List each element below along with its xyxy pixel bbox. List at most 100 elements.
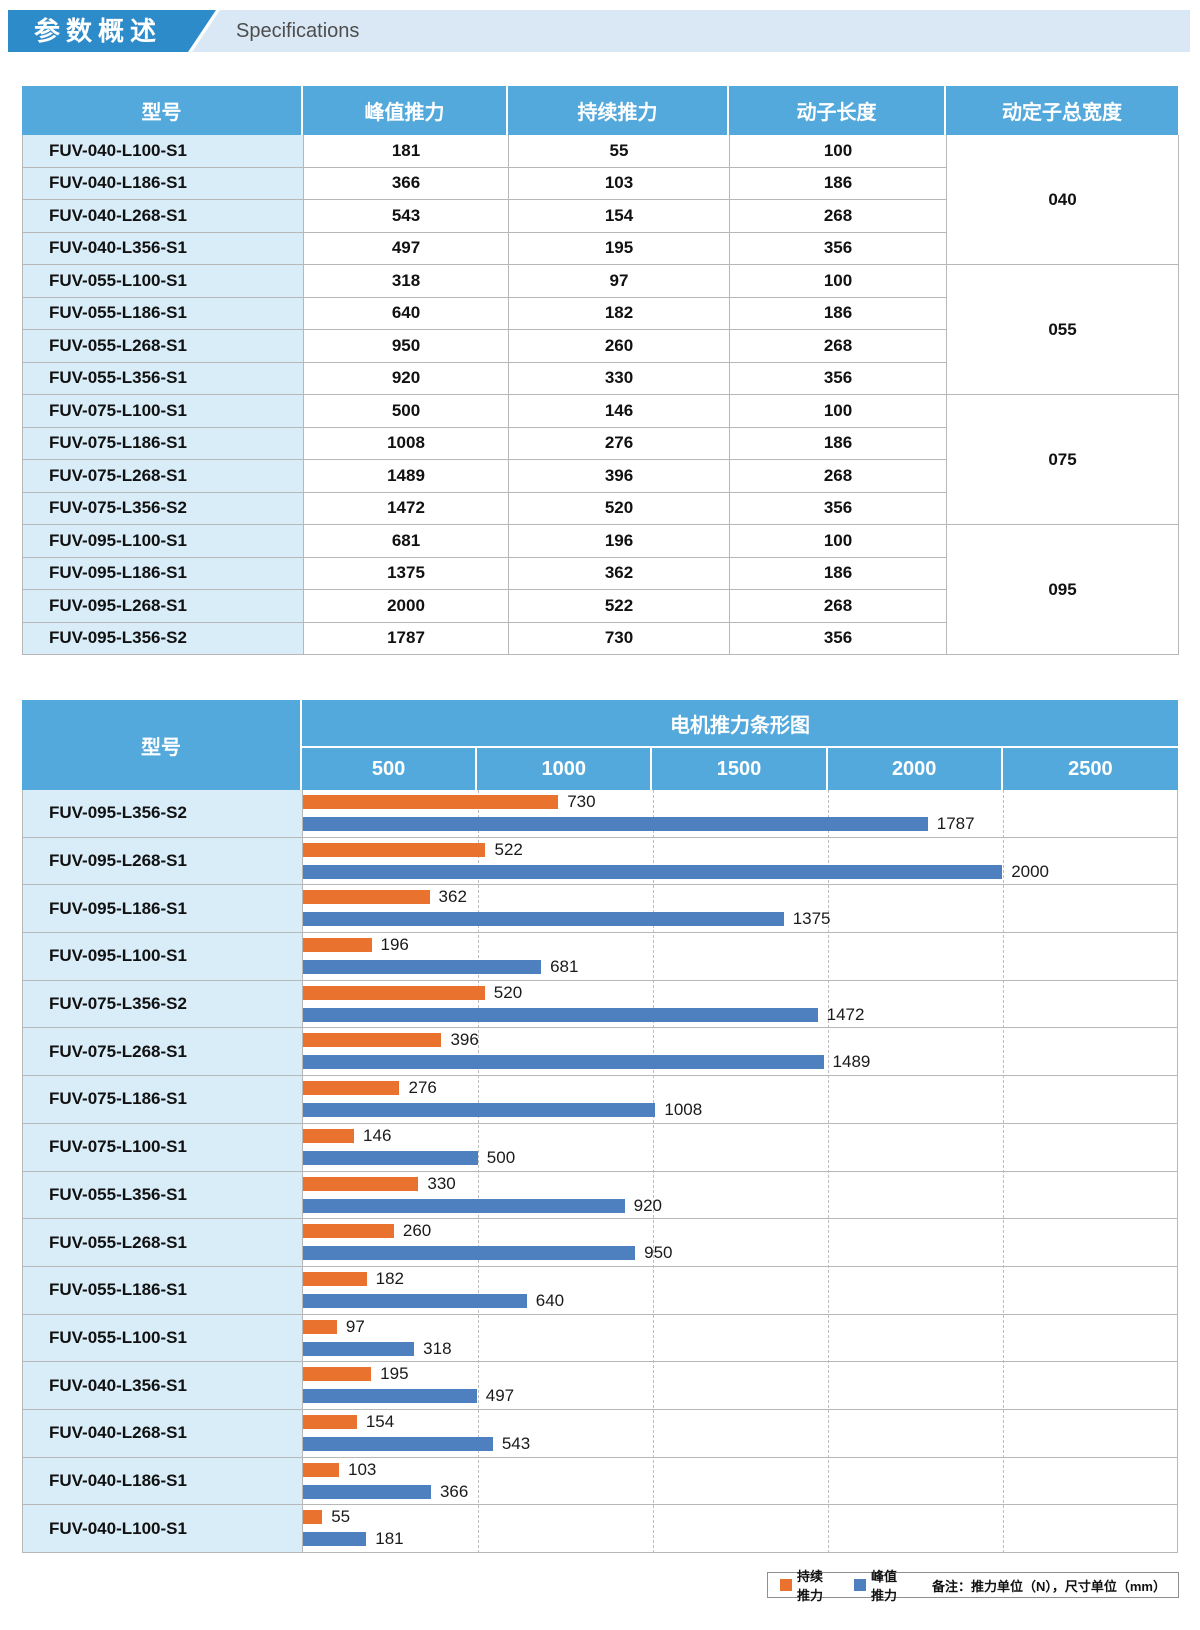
model-cell: FUV-040-L356-S1 — [23, 232, 304, 265]
peak-value-cell: 950 — [304, 330, 509, 363]
bar-line: 2000 — [303, 863, 1177, 880]
bar-value-label: 1375 — [792, 909, 831, 929]
gridline — [478, 790, 479, 1553]
chart-model-label: FUV-075-L186-S1 — [23, 1076, 303, 1124]
bar-line: 920 — [303, 1197, 1177, 1214]
bar-line: 182 — [303, 1270, 1177, 1287]
bar-peak — [303, 1103, 656, 1118]
chart-row: FUV-040-L100-S1 55 181 — [23, 1505, 1178, 1553]
chart-row: FUV-055-L100-S1 97 318 — [23, 1314, 1178, 1363]
bar-continuous — [303, 1271, 367, 1286]
cont-value-cell: 196 — [509, 525, 730, 558]
bar-line: 543 — [303, 1435, 1177, 1452]
chart-model-label: FUV-055-L356-S1 — [23, 1171, 303, 1220]
cont-value-cell: 396 — [509, 460, 730, 493]
banner-blue-flag — [8, 10, 216, 52]
peak-value-cell: 500 — [304, 395, 509, 428]
legend-label-peak: 峰值推力 — [870, 1569, 897, 1603]
model-cell: FUV-040-L268-S1 — [23, 200, 304, 233]
chart-row: FUV-055-L356-S1 330 920 — [23, 1171, 1178, 1220]
spec-table-body: FUV-040-L100-S1 181 55 100 040 FUV-040-L186-S… — [22, 135, 1179, 655]
chart-row: FUV-075-L100-S1 146 500 — [23, 1123, 1178, 1172]
header-cell-cont: 持续推力 — [508, 86, 729, 135]
chart-plot-area: 522 2000 — [303, 837, 1178, 886]
bar-value-label: 497 — [485, 1386, 515, 1406]
peak-value-cell: 1008 — [304, 427, 509, 460]
banner-title-zh: 参数概述 — [34, 16, 163, 46]
bar-line: 276 — [303, 1079, 1177, 1096]
model-cell: FUV-095-L186-S1 — [23, 557, 304, 590]
model-cell: FUV-040-L100-S1 — [23, 135, 304, 168]
bar-peak — [303, 912, 784, 927]
length-value-cell: 100 — [730, 265, 947, 298]
bar-value-label: 1787 — [936, 814, 975, 833]
chart-header-right: 电机推力条形图 500 1000 1500 2000 2500 — [302, 700, 1178, 790]
chart-row: FUV-075-L268-S1 396 1489 — [23, 1028, 1178, 1077]
length-value-cell: 356 — [730, 492, 947, 525]
bar-continuous — [303, 985, 485, 1000]
bar-value-label: 520 — [493, 982, 523, 1002]
bar-continuous — [303, 842, 486, 857]
peak-value-cell: 1787 — [304, 622, 509, 655]
bar-line: 730 — [303, 792, 1177, 811]
legend-note: 备注：推力单位（N），尺寸单位（mm） — [931, 1578, 1166, 1594]
length-value-cell: 356 — [730, 362, 947, 395]
chart-row: FUV-095-L100-S1 196 681 — [23, 933, 1178, 981]
model-cell: FUV-055-L186-S1 — [23, 297, 304, 330]
chart-model-label: FUV-095-L356-S2 — [23, 790, 303, 838]
chart-plot-area: 182 640 — [303, 1266, 1178, 1315]
bar-value-label: 1008 — [664, 1100, 703, 1120]
section-banner: 参数概述 Specifications — [8, 10, 1190, 52]
length-value-cell: 356 — [730, 232, 947, 265]
bar-line: 500 — [303, 1149, 1177, 1166]
chart-tick-2500: 2500 — [1068, 757, 1113, 780]
chart-tick-2000: 2000 — [828, 748, 1003, 790]
cont-value-cell: 103 — [509, 167, 730, 200]
bar-peak — [303, 1293, 527, 1308]
cont-value-cell: 195 — [509, 232, 730, 265]
bar-value-label: 1489 — [832, 1052, 871, 1072]
model-cell: FUV-095-L268-S1 — [23, 590, 304, 623]
gridline — [653, 790, 654, 1553]
bar-peak — [303, 1436, 493, 1451]
model-cell: FUV-095-L100-S1 — [23, 525, 304, 558]
bar-continuous — [303, 1319, 337, 1334]
bar-value-label: 640 — [535, 1290, 565, 1310]
legend-swatch-peak — [853, 1579, 866, 1591]
chart-model-label: FUV-055-L186-S1 — [23, 1266, 303, 1315]
bar-line: 318 — [303, 1340, 1177, 1357]
chart-row: FUV-075-L356-S2 520 1472 — [23, 980, 1178, 1029]
bar-continuous — [303, 1128, 355, 1143]
bar-value-label: 260 — [402, 1221, 432, 1241]
cont-value-cell: 55 — [509, 135, 730, 168]
length-value-cell: 186 — [730, 297, 947, 330]
bar-continuous — [303, 795, 559, 809]
bar-value-label: 730 — [567, 792, 596, 811]
header-cell-peak: 峰值推力 — [303, 86, 508, 135]
chart-model-label: FUV-095-L268-S1 — [23, 837, 303, 886]
peak-value-cell: 681 — [304, 525, 509, 558]
gridline — [1003, 790, 1004, 1553]
chart-plot-area: 396 1489 — [303, 1028, 1178, 1077]
chart-body: FUV-095-L356-S2 730 1787 FUV-095-L268-S1 522… — [22, 790, 1178, 1553]
header-cell-length: 动子长度 — [729, 86, 946, 135]
peak-value-cell: 1489 — [304, 460, 509, 493]
legend-swatch-continuous — [780, 1579, 792, 1591]
chart-row: FUV-055-L268-S1 260 950 — [23, 1219, 1178, 1267]
bar-value-label: 181 — [375, 1529, 404, 1549]
chart-model-label: FUV-075-L268-S1 — [23, 1028, 303, 1077]
chart-model-label: FUV-075-L356-S2 — [23, 980, 303, 1029]
length-value-cell: 268 — [730, 330, 947, 363]
peak-value-cell: 497 — [304, 232, 509, 265]
bar-value-label: 196 — [380, 935, 409, 955]
length-value-cell: 186 — [730, 427, 947, 460]
bar-line: 55 — [303, 1508, 1177, 1525]
peak-value-cell: 181 — [304, 135, 509, 168]
peak-value-cell: 920 — [304, 362, 509, 395]
length-value-cell: 356 — [730, 622, 947, 655]
bar-value-label: 146 — [363, 1125, 392, 1145]
model-cell: FUV-075-L100-S1 — [23, 395, 304, 428]
peak-value-cell: 640 — [304, 297, 509, 330]
model-cell: FUV-075-L356-S2 — [23, 492, 304, 525]
